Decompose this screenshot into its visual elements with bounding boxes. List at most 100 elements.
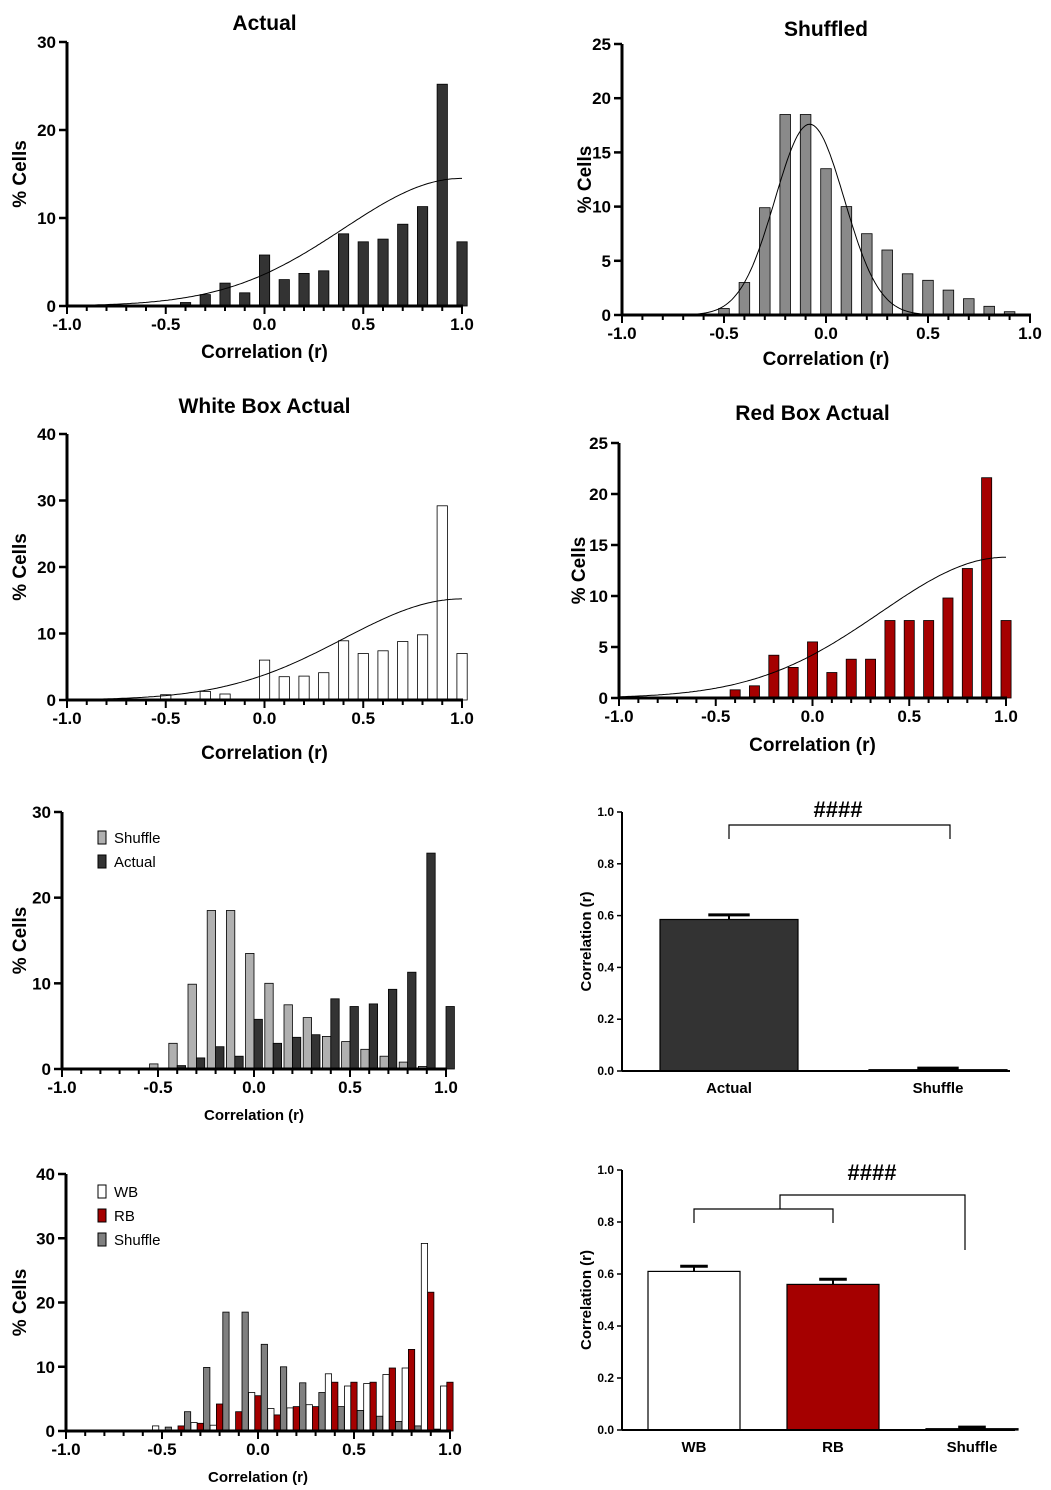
- y-tick-label: 0: [47, 297, 56, 316]
- x-tick-label: 0.5: [342, 1440, 366, 1459]
- bar: [799, 114, 812, 316]
- chart-shuffled: -1.0 -0.5 0.0 0.5 1.0 0 5 10 15 20 25 Shuffled Corre…: [575, 18, 1042, 370]
- bar: [241, 1311, 249, 1432]
- significance-bracket: [728, 824, 951, 839]
- x-tick-label: 0.0: [801, 707, 825, 726]
- bar: [299, 1382, 307, 1432]
- series-shuffle: [164, 1311, 441, 1432]
- series-bars: [160, 505, 468, 701]
- y-tick-label: 20: [589, 485, 608, 504]
- bar: [283, 1004, 293, 1070]
- bar: [369, 1381, 377, 1432]
- bar: [267, 1408, 275, 1432]
- legend-label: Shuffle: [114, 830, 160, 847]
- bar: [203, 1367, 211, 1432]
- bar: [258, 254, 271, 307]
- y-axis-label: % Cells: [10, 533, 31, 601]
- x-tick-label: -1.0: [607, 324, 636, 343]
- x-axis-label: Correlation (r): [204, 1107, 304, 1124]
- x-tick-label: 0.5: [916, 324, 940, 343]
- bar: [239, 292, 251, 307]
- category-label: RB: [822, 1439, 844, 1456]
- x-axis-label: Correlation (r): [201, 743, 328, 764]
- bar: [199, 294, 211, 307]
- x-tick-label: 0.0: [242, 1078, 266, 1097]
- series-bars: [179, 83, 468, 307]
- category-label: WB: [682, 1439, 707, 1456]
- bar: [456, 241, 468, 307]
- y-tick-label: 0.4: [597, 1319, 614, 1333]
- bar: [1000, 620, 1012, 699]
- chart-white-box: -1.0 -0.5 0.0 0.5 1.0 0 10 20 30 40 White Box Actu…: [10, 395, 474, 764]
- legend-label: WB: [114, 1184, 138, 1201]
- bar: [341, 1041, 351, 1070]
- x-tick-label: 0.0: [253, 315, 277, 334]
- y-tick-label: 10: [36, 1358, 55, 1377]
- y-tick-label: 20: [32, 889, 51, 908]
- bar: [206, 910, 216, 1070]
- y-tick-label: 15: [589, 536, 608, 555]
- bar: [292, 1406, 300, 1432]
- fit-curve: [67, 177, 462, 306]
- group-bracket: [693, 1208, 834, 1223]
- y-tick-label: 20: [36, 1294, 55, 1313]
- bar: [286, 1407, 294, 1432]
- bar: [779, 114, 791, 316]
- bar: [215, 1403, 224, 1432]
- bar: [446, 1381, 454, 1432]
- y-tick-label: 20: [37, 121, 56, 140]
- bar: [387, 988, 398, 1070]
- bar: [264, 982, 274, 1070]
- y-tick-label: 1.0: [597, 805, 614, 819]
- bar: [787, 667, 799, 699]
- bar: [291, 1036, 302, 1070]
- bar: [397, 223, 409, 307]
- y-axis-label: % Cells: [10, 907, 31, 975]
- bar: [922, 279, 934, 316]
- x-tick-label: 0.5: [351, 315, 375, 334]
- y-tick-label: 0.0: [597, 1064, 614, 1078]
- significance-bracket: [779, 1194, 966, 1250]
- bar: [820, 168, 832, 316]
- bar: [350, 1381, 358, 1432]
- y-axis-label: % Cells: [569, 537, 590, 605]
- y-tick-label: 10: [589, 587, 608, 606]
- y-tick-label: 0.8: [597, 857, 614, 871]
- bar: [219, 282, 231, 307]
- bar: [215, 1046, 225, 1070]
- bar: [981, 477, 993, 699]
- bar: [375, 1415, 384, 1432]
- bar: [225, 910, 236, 1070]
- x-axis-label: Correlation (r): [749, 735, 876, 756]
- bar: [318, 270, 330, 307]
- bar: [278, 676, 290, 701]
- bar: [195, 1057, 206, 1070]
- bar: [168, 1042, 178, 1070]
- bar: [865, 658, 877, 699]
- category-label: Shuffle: [947, 1439, 998, 1456]
- bar: [436, 83, 448, 307]
- bar: [298, 675, 310, 701]
- bar: [337, 233, 350, 307]
- bar: [363, 1383, 371, 1432]
- legend-label: Actual: [114, 854, 156, 871]
- legend-label: RB: [114, 1208, 135, 1225]
- bar: [344, 1385, 352, 1432]
- bar: [445, 1006, 455, 1070]
- bar: [426, 852, 436, 1070]
- x-tick-label: -1.0: [52, 709, 81, 728]
- x-tick-label: -1.0: [47, 1078, 76, 1097]
- bar: [248, 1392, 256, 1432]
- x-tick-label: 0.0: [814, 324, 838, 343]
- bar: [382, 1374, 390, 1432]
- bar: [942, 289, 955, 316]
- category-label: Actual: [706, 1080, 752, 1097]
- y-tick-label: 30: [37, 33, 56, 52]
- bar: [258, 659, 271, 701]
- y-tick-label: 25: [592, 35, 611, 54]
- bar: [942, 597, 954, 699]
- bar: [884, 620, 896, 699]
- x-tick-label: -0.5: [147, 1440, 176, 1459]
- bar: [407, 1349, 416, 1432]
- series-rb: [177, 1291, 454, 1432]
